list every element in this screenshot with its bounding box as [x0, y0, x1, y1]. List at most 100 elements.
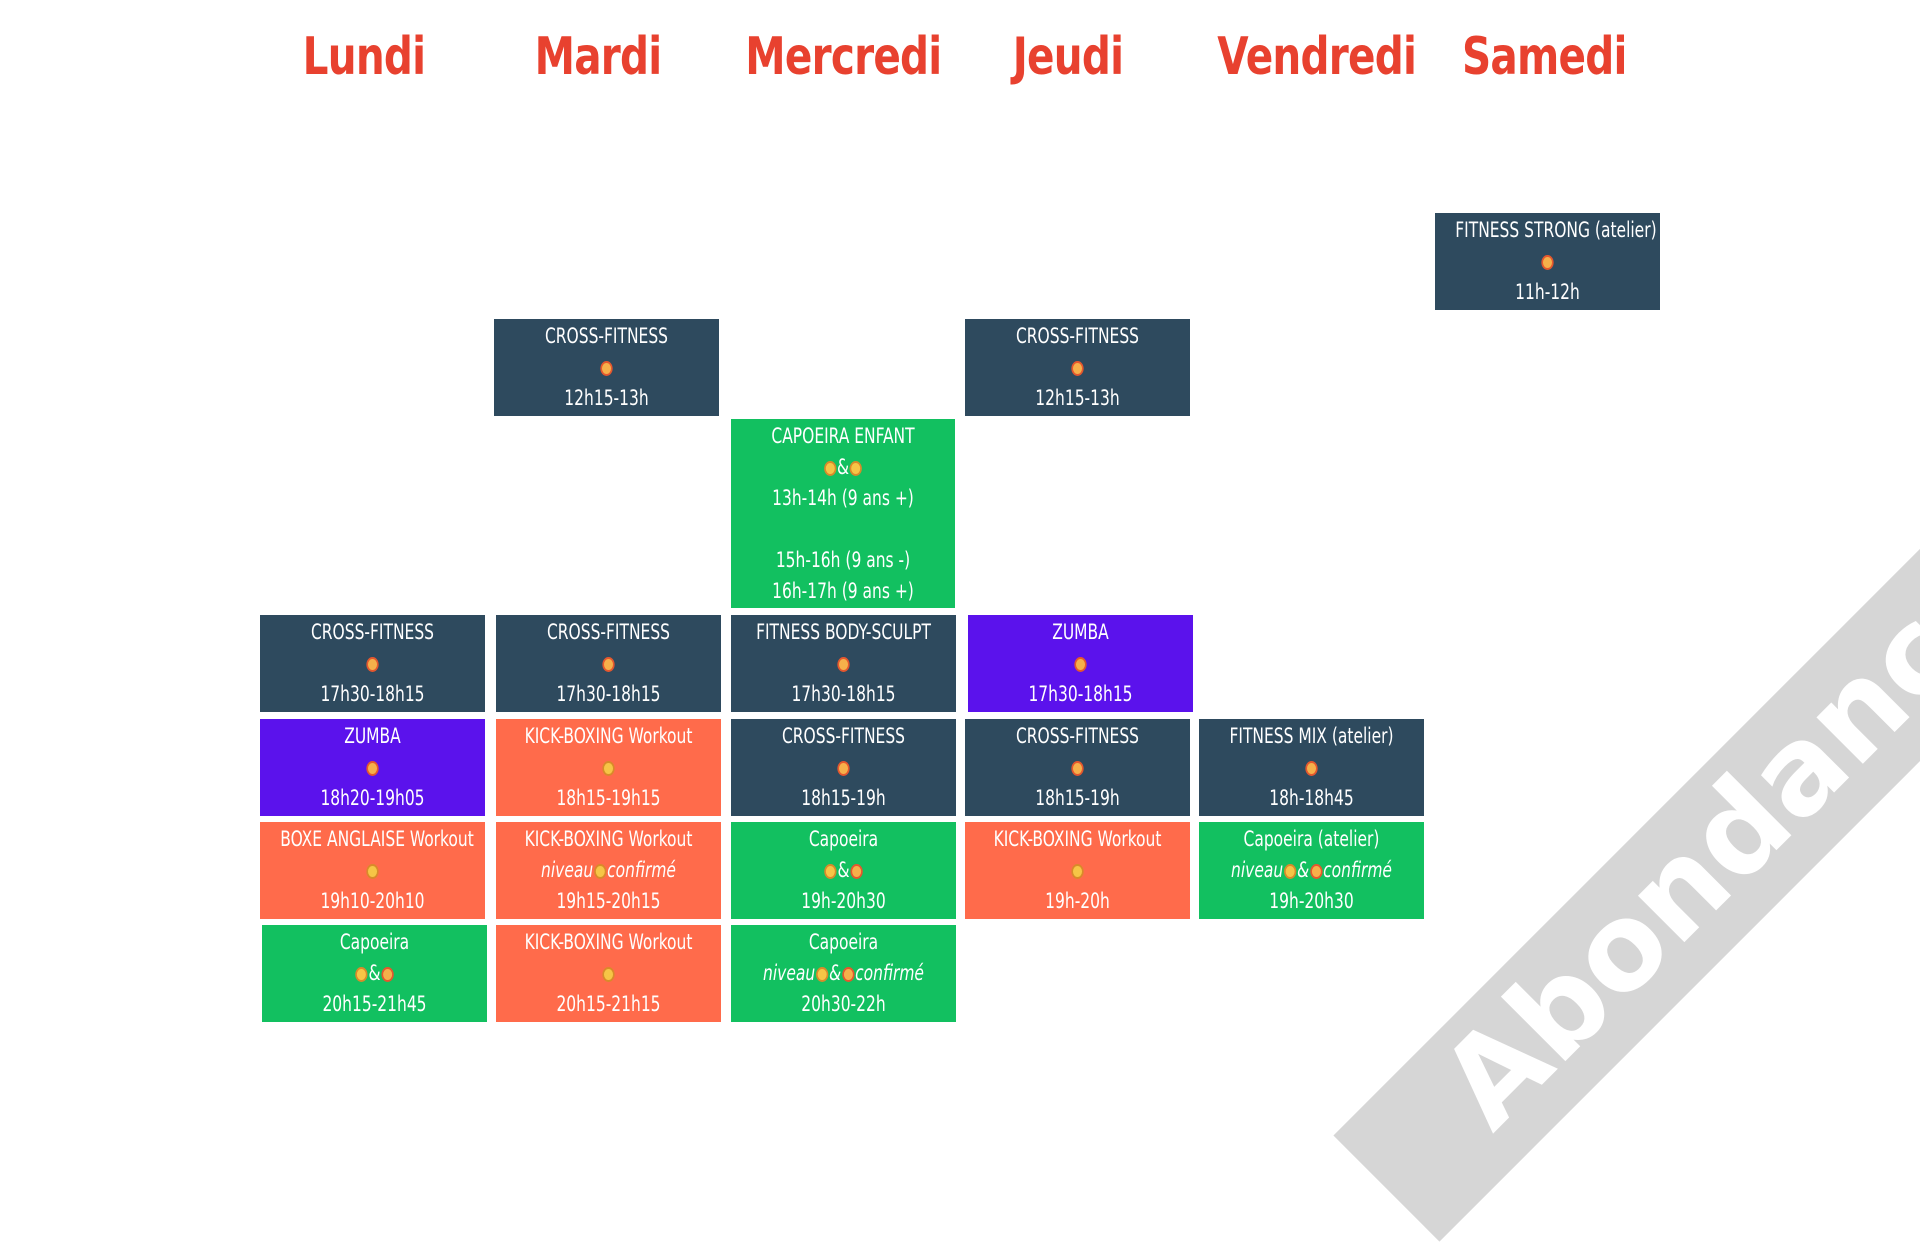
session-name: KICK-BOXING Workout — [524, 930, 693, 954]
session-name: CROSS-FITNESS — [546, 620, 671, 644]
session-mercredi-body-sculpt: FITNESS BODY-SCULPT 17h30-18h15 — [731, 615, 956, 712]
coach-male-icon — [849, 460, 863, 476]
coach-male-icon — [280, 855, 465, 886]
session-name: Capoeira (atelier) — [1243, 827, 1380, 851]
session-jeudi-cross-fitness-soir: CROSS-FITNESS 18h15-19h — [965, 719, 1190, 816]
coach-icons: & — [282, 958, 467, 989]
session-name: BOXE ANGLAISE Workout — [280, 827, 474, 851]
coach-male-icon — [355, 966, 368, 982]
coach-female-icon — [381, 966, 394, 982]
session-name: ZUMBA — [1052, 620, 1109, 644]
day-header-mardi: Mardi — [534, 27, 663, 87]
session-name: KICK-BOXING Workout — [524, 827, 693, 851]
session-time: 17h30-18h15 — [791, 682, 896, 706]
session-samedi-fitness-strong: FITNESS STRONG (atelier) 11h-12h — [1435, 213, 1660, 310]
session-mardi-cross-fitness-midi: CROSS-FITNESS 12h15-13h — [494, 319, 719, 416]
coach-male-icon — [516, 958, 701, 989]
session-name: FITNESS STRONG (atelier) — [1455, 218, 1657, 242]
coach-female-icon — [842, 966, 855, 982]
day-header-lundi: Lundi — [302, 27, 426, 87]
session-mardi-kick-boxing-2: KICK-BOXING Workout niveau confirmé 19h15… — [496, 822, 721, 919]
session-time: 19h-20h30 — [801, 889, 886, 913]
coach-female-icon — [1219, 752, 1404, 783]
session-name: FITNESS MIX (atelier) — [1229, 724, 1394, 748]
session-level: niveau & confirmé — [763, 961, 924, 985]
session-name: CROSS-FITNESS — [1015, 724, 1140, 748]
session-time: 19h-20h — [1045, 889, 1110, 913]
session-name: CROSS-FITNESS — [544, 324, 669, 348]
session-mardi-cross-fitness-soir: CROSS-FITNESS 17h30-18h15 — [496, 615, 721, 712]
coach-male-icon — [824, 863, 837, 879]
session-name: CAPOEIRA ENFANT — [771, 424, 915, 448]
session-name: Capoeira — [808, 827, 879, 851]
session-level: niveau confirmé — [541, 858, 676, 882]
session-mercredi-capoeira-enfant: CAPOEIRA ENFANT & 13h-14h (9 ans +) 15h-… — [731, 419, 955, 608]
session-mercredi-capoeira-1: Capoeira & 19h-20h30 — [731, 822, 956, 919]
coach-female-icon — [1455, 246, 1640, 277]
session-time-3: 16h-17h (9 ans +) — [772, 579, 914, 603]
session-time: 18h-18h45 — [1269, 786, 1354, 810]
session-name: KICK-BOXING Workout — [524, 724, 693, 748]
session-lundi-boxe-anglaise: BOXE ANGLAISE Workout 19h10-20h10 — [260, 822, 485, 919]
session-time: 12h15-13h — [564, 386, 649, 410]
coach-male-icon — [985, 855, 1170, 886]
session-time: 19h10-20h10 — [320, 889, 425, 913]
session-mercredi-capoeira-2: Capoeira niveau & confirmé 20h30-22h — [731, 925, 956, 1022]
coach-icons: & — [751, 452, 935, 483]
session-time: 18h20-19h05 — [320, 786, 425, 810]
session-name: Capoeira — [339, 930, 410, 954]
session-name: KICK-BOXING Workout — [993, 827, 1162, 851]
session-time: 20h15-21h15 — [556, 992, 661, 1016]
coach-male-icon — [1283, 863, 1297, 879]
session-vendredi-capoeira-atelier: Capoeira (atelier) niveau & confirmé 19h-2… — [1199, 822, 1424, 919]
session-time: 19h15-20h15 — [556, 889, 661, 913]
session-time-2: 15h-16h (9 ans -) — [775, 548, 911, 572]
coach-female-icon — [280, 752, 465, 783]
watermark: Abondance — [1414, 524, 1920, 1155]
session-name: CROSS-FITNESS — [781, 724, 906, 748]
session-time: 20h15-21h45 — [322, 992, 427, 1016]
session-time: 18h15-19h15 — [556, 786, 661, 810]
session-name: CROSS-FITNESS — [1015, 324, 1140, 348]
session-vendredi-fitness-mix: FITNESS MIX (atelier) 18h-18h45 — [1199, 719, 1424, 816]
session-time: 17h30-18h15 — [320, 682, 425, 706]
session-time-1: 13h-14h (9 ans +) — [772, 486, 914, 510]
coach-female-icon — [985, 352, 1170, 383]
coach-male-icon — [823, 460, 837, 476]
session-time: 20h30-22h — [801, 992, 886, 1016]
coach-female-icon — [985, 752, 1170, 783]
day-header-mercredi: Mercredi — [745, 27, 942, 87]
session-lundi-capoeira: Capoeira & 20h15-21h45 — [262, 925, 487, 1022]
session-lundi-zumba: ZUMBA 18h20-19h05 — [260, 719, 485, 816]
coach-female-icon — [751, 752, 936, 783]
session-level: niveau & confirmé — [1231, 858, 1392, 882]
session-time: 17h30-18h15 — [556, 682, 661, 706]
coach-male-icon — [516, 752, 701, 783]
coach-female-icon — [516, 648, 701, 679]
coach-female-icon — [1310, 863, 1323, 879]
coach-female-icon — [751, 648, 936, 679]
session-time: 12h15-13h — [1035, 386, 1120, 410]
session-jeudi-zumba: ZUMBA 17h30-18h15 — [968, 615, 1193, 712]
session-lundi-cross-fitness: CROSS-FITNESS 17h30-18h15 — [260, 615, 485, 712]
coach-male-icon — [594, 863, 607, 879]
session-mercredi-cross-fitness: CROSS-FITNESS 18h15-19h — [731, 719, 956, 816]
session-name: ZUMBA — [344, 724, 401, 748]
coach-female-icon — [280, 648, 465, 679]
coach-female-icon — [514, 352, 699, 383]
day-header-vendredi: Vendredi — [1217, 27, 1417, 87]
coach-male-icon — [815, 966, 829, 982]
coach-female-icon — [988, 648, 1173, 679]
session-name: FITNESS BODY-SCULPT — [756, 620, 931, 644]
session-time: 17h30-18h15 — [1028, 682, 1133, 706]
session-name: Capoeira — [808, 930, 879, 954]
session-mardi-kick-boxing-1: KICK-BOXING Workout 18h15-19h15 — [496, 719, 721, 816]
session-time: 11h-12h — [1515, 280, 1580, 304]
session-jeudi-cross-fitness-midi: CROSS-FITNESS 12h15-13h — [965, 319, 1190, 416]
session-time: 19h-20h30 — [1269, 889, 1354, 913]
coach-icons: & — [751, 855, 936, 886]
session-jeudi-kick-boxing: KICK-BOXING Workout 19h-20h — [965, 822, 1190, 919]
session-name: CROSS-FITNESS — [310, 620, 435, 644]
day-header-samedi: Samedi — [1462, 27, 1627, 87]
day-header-jeudi: Jeudi — [1012, 27, 1124, 87]
